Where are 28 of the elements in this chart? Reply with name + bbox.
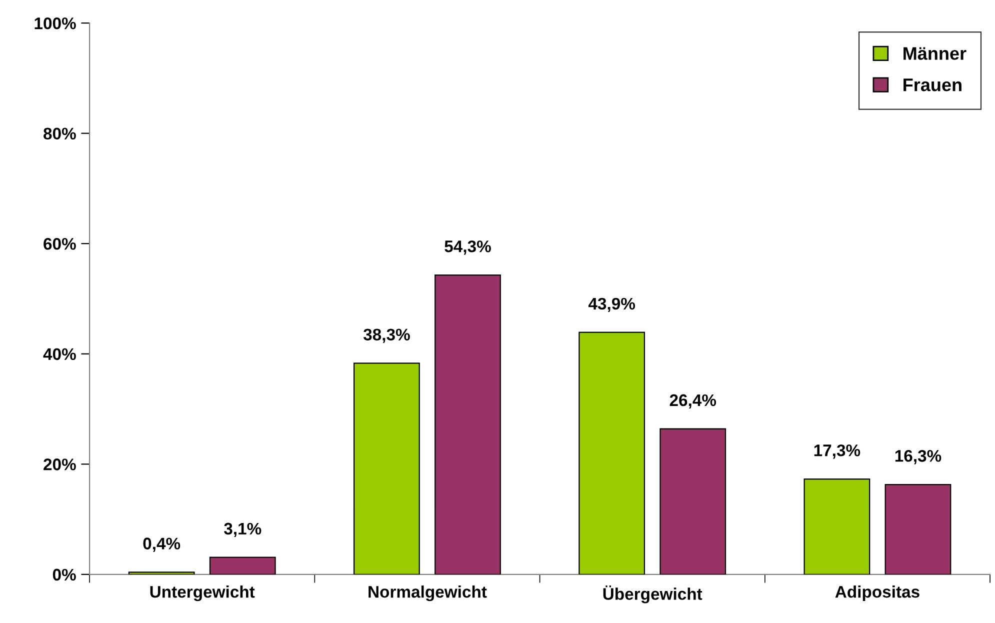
y-tick-label: 20% [44,458,76,470]
data-label: 26,4% [670,394,716,409]
x-tick-label: Untergewicht [150,586,255,602]
data-label: 3,1% [224,522,262,537]
bar [434,274,501,574]
legend-label: Männer [904,47,966,60]
x-tick-label: Normalgewicht [368,586,487,602]
bar [804,478,870,574]
bar [578,332,646,574]
bar [128,572,195,574]
data-label: 54,3% [444,240,491,255]
y-tick-label: 60% [44,238,76,250]
legend-label: Frauen [904,78,962,92]
data-label: 17,3% [814,444,860,459]
y-tick-label: 100% [34,17,76,30]
bar [660,428,726,574]
bar [354,362,420,574]
x-tick-label: Adipositas [835,586,920,602]
data-label: 38,3% [363,328,410,343]
data-label: 0,4% [143,538,180,552]
bar [884,484,952,574]
data-label: 43,9% [588,298,636,312]
y-tick-label: 0% [52,568,76,581]
data-label: 16,3% [895,450,942,464]
bar [209,556,276,574]
y-tick-label: 80% [44,128,76,140]
y-tick-label: 40% [43,348,76,360]
x-tick-label: Übergewicht [603,586,702,604]
